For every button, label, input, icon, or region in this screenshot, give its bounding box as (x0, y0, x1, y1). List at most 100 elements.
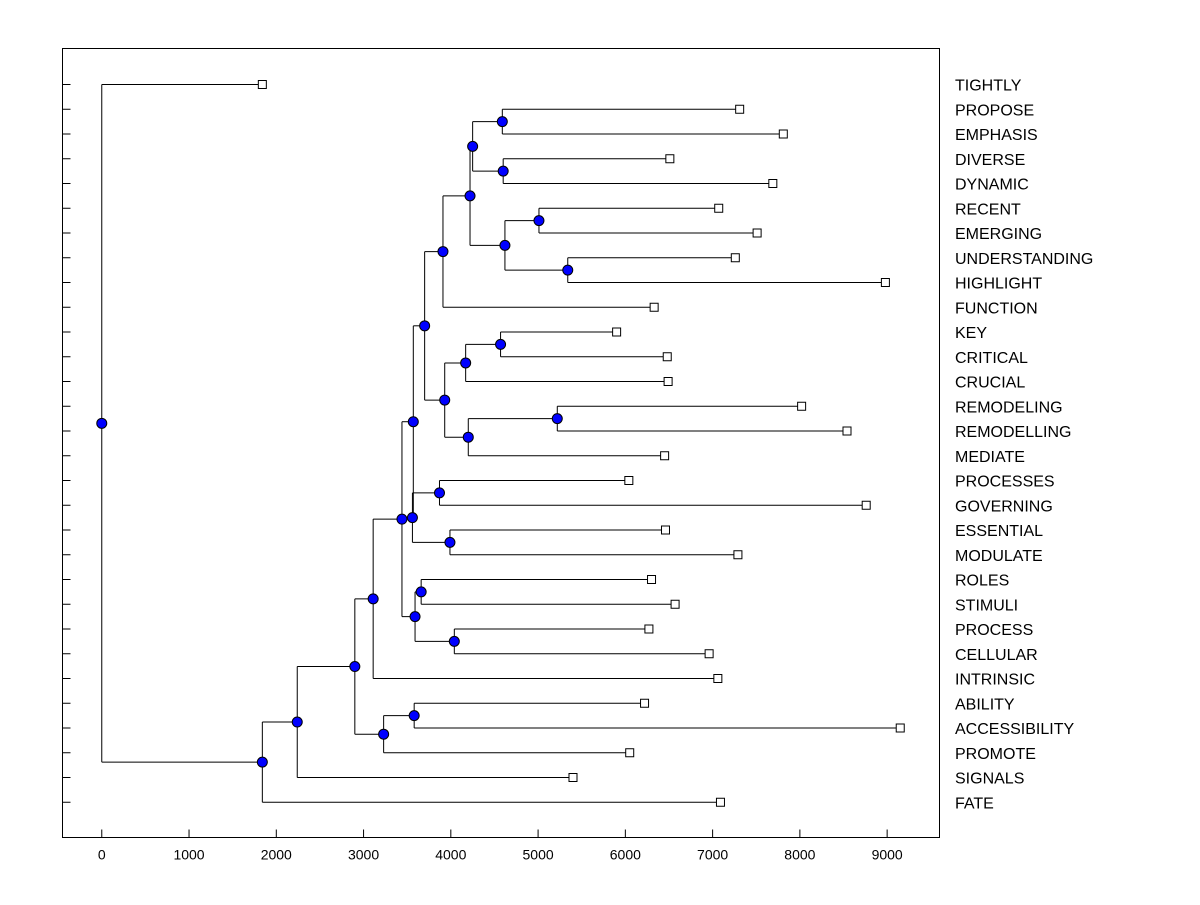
x-tick-label-9000: 9000 (872, 847, 903, 863)
leaf-label-signals: SIGNALS (955, 771, 1024, 788)
leaf-label-diverse: DIVERSE (955, 152, 1025, 169)
node-marker-n-under-high (562, 264, 574, 276)
x-tick-label-6000: 6000 (610, 847, 641, 863)
node-marker-n-process-cellular (448, 635, 460, 647)
x-tick-label-1000: 1000 (173, 847, 204, 863)
node-marker-n-q (256, 756, 268, 768)
node-marker-n-f (462, 431, 474, 443)
leaf-label-dynamic: DYNAMIC (955, 177, 1029, 194)
leaf-label-essential: ESSENTIAL (955, 523, 1043, 540)
leaf-label-key: KEY (955, 325, 987, 342)
leaf-label-mediate: MEDIATE (955, 449, 1025, 466)
leaf-marker-governing (861, 500, 871, 510)
leaf-marker-understanding (730, 253, 740, 263)
x-tick-label-3000: 3000 (348, 847, 379, 863)
node-marker-n-diverse-dynamic (497, 165, 509, 177)
leaf-label-tightly: TIGHTLY (955, 78, 1022, 95)
leaf-labels: TIGHTLY PROPOSE EMPHASIS DIVERSE DYNAMIC RECE… (955, 78, 1093, 813)
dendrogram-links (101, 84, 901, 803)
leaf-marker-emerging (752, 228, 762, 238)
leaf-marker-key (612, 327, 622, 337)
node-marker-n-n (378, 728, 390, 740)
plot-frame (62, 48, 940, 838)
leaf-label-emphasis: EMPHASIS (955, 127, 1038, 144)
leaf-label-cellular: CELLULAR (955, 647, 1038, 664)
node-marker-n-i (406, 512, 418, 524)
leaf-marker-cellular (704, 649, 714, 659)
leaf-marker-propose (735, 104, 745, 114)
node-marker-n-propose-emphasis (496, 116, 508, 128)
node-marker-n-remod (551, 413, 563, 425)
leaf-marker-diverse (665, 154, 675, 164)
leaf-marker-tightly (257, 80, 267, 89)
leaf-marker-fate (715, 797, 725, 807)
node-marker-n-a (467, 140, 479, 152)
leaf-marker-intrinsic (713, 674, 723, 683)
node-marker-n-key-critical (495, 338, 507, 350)
node-marker-n-l (396, 513, 408, 525)
node-marker-n-recent-emerging (533, 215, 545, 227)
node-marker-n-proc-gov (433, 487, 445, 499)
leaf-marker-highlight (880, 278, 890, 287)
node-marker-n-root (96, 417, 108, 429)
left-tick-marks (62, 84, 71, 803)
leaf-marker-essential (660, 525, 670, 535)
node-marker-n-m (367, 593, 379, 605)
leaf-label-recent: RECENT (955, 201, 1021, 218)
leaf-marker-critical (662, 352, 672, 362)
leaf-marker-stimuli (670, 599, 680, 609)
x-axis: 0 1000 2000 3000 4000 5000 6000 7000 8000 9000 (98, 829, 903, 863)
node-marker-n-b (499, 239, 511, 251)
leaf-label-modulate: MODULATE (955, 548, 1043, 565)
x-tick-label-0: 0 (98, 847, 106, 863)
leaf-marker-remodelling (842, 426, 852, 436)
leaf-label-function: FUNCTION (955, 300, 1038, 317)
x-tick-label-4000: 4000 (435, 847, 466, 863)
leaf-label-processes: PROCESSES (955, 474, 1055, 491)
node-marker-n-roles-stimuli (415, 586, 427, 598)
leaf-marker-recent (714, 203, 724, 213)
leaf-label-process: PROCESS (955, 622, 1033, 639)
leaf-label-highlight: HIGHLIGHT (955, 276, 1042, 293)
leaf-marker-process (644, 624, 654, 634)
node-marker-n-ess-mod (444, 536, 456, 548)
leaf-label-propose: PROPOSE (955, 102, 1034, 119)
leaf-label-remodelling: REMODELLING (955, 424, 1071, 441)
leaf-label-emerging: EMERGING (955, 226, 1042, 243)
leaf-label-intrinsic: INTRINSIC (955, 672, 1035, 689)
node-marker-n-j (407, 416, 419, 428)
leaf-label-promote: PROMOTE (955, 746, 1036, 763)
leaf-label-crucial: CRUCIAL (955, 375, 1025, 392)
node-marker-n-e (460, 357, 472, 369)
leaf-label-remodeling: REMODELING (955, 399, 1063, 416)
leaf-label-understanding: UNDERSTANDING (955, 251, 1093, 268)
leaf-marker-emphasis (778, 129, 788, 139)
leaf-label-stimuli: STIMULI (955, 597, 1018, 614)
leaf-marker-remodeling (797, 401, 807, 411)
leaf-label-roles: ROLES (955, 573, 1009, 590)
leaf-marker-accessibility (895, 723, 905, 733)
leaf-marker-dynamic (768, 179, 778, 188)
leaf-label-fate: FATE (955, 795, 994, 812)
x-tick-label-7000: 7000 (697, 847, 728, 863)
leaf-marker-ability (640, 698, 650, 708)
merge-node-markers (96, 116, 574, 768)
leaf-markers (257, 80, 905, 807)
x-tick-label-5000: 5000 (523, 847, 554, 863)
leaf-label-critical: CRITICAL (955, 350, 1028, 367)
leaf-marker-crucial (663, 377, 673, 386)
leaf-marker-signals (568, 773, 578, 782)
node-marker-n-ability-access (408, 710, 420, 722)
x-tick-label-8000: 8000 (784, 847, 815, 863)
leaf-label-governing: GOVERNING (955, 498, 1053, 515)
leaf-marker-mediate (660, 451, 670, 461)
leaf-marker-processes (624, 476, 634, 485)
x-tick-label-2000: 2000 (261, 847, 292, 863)
node-marker-n-p (291, 716, 303, 728)
node-marker-n-g (439, 394, 451, 406)
leaf-marker-promote (625, 748, 635, 758)
node-marker-n-h (419, 320, 431, 332)
node-marker-n-d (437, 246, 449, 258)
